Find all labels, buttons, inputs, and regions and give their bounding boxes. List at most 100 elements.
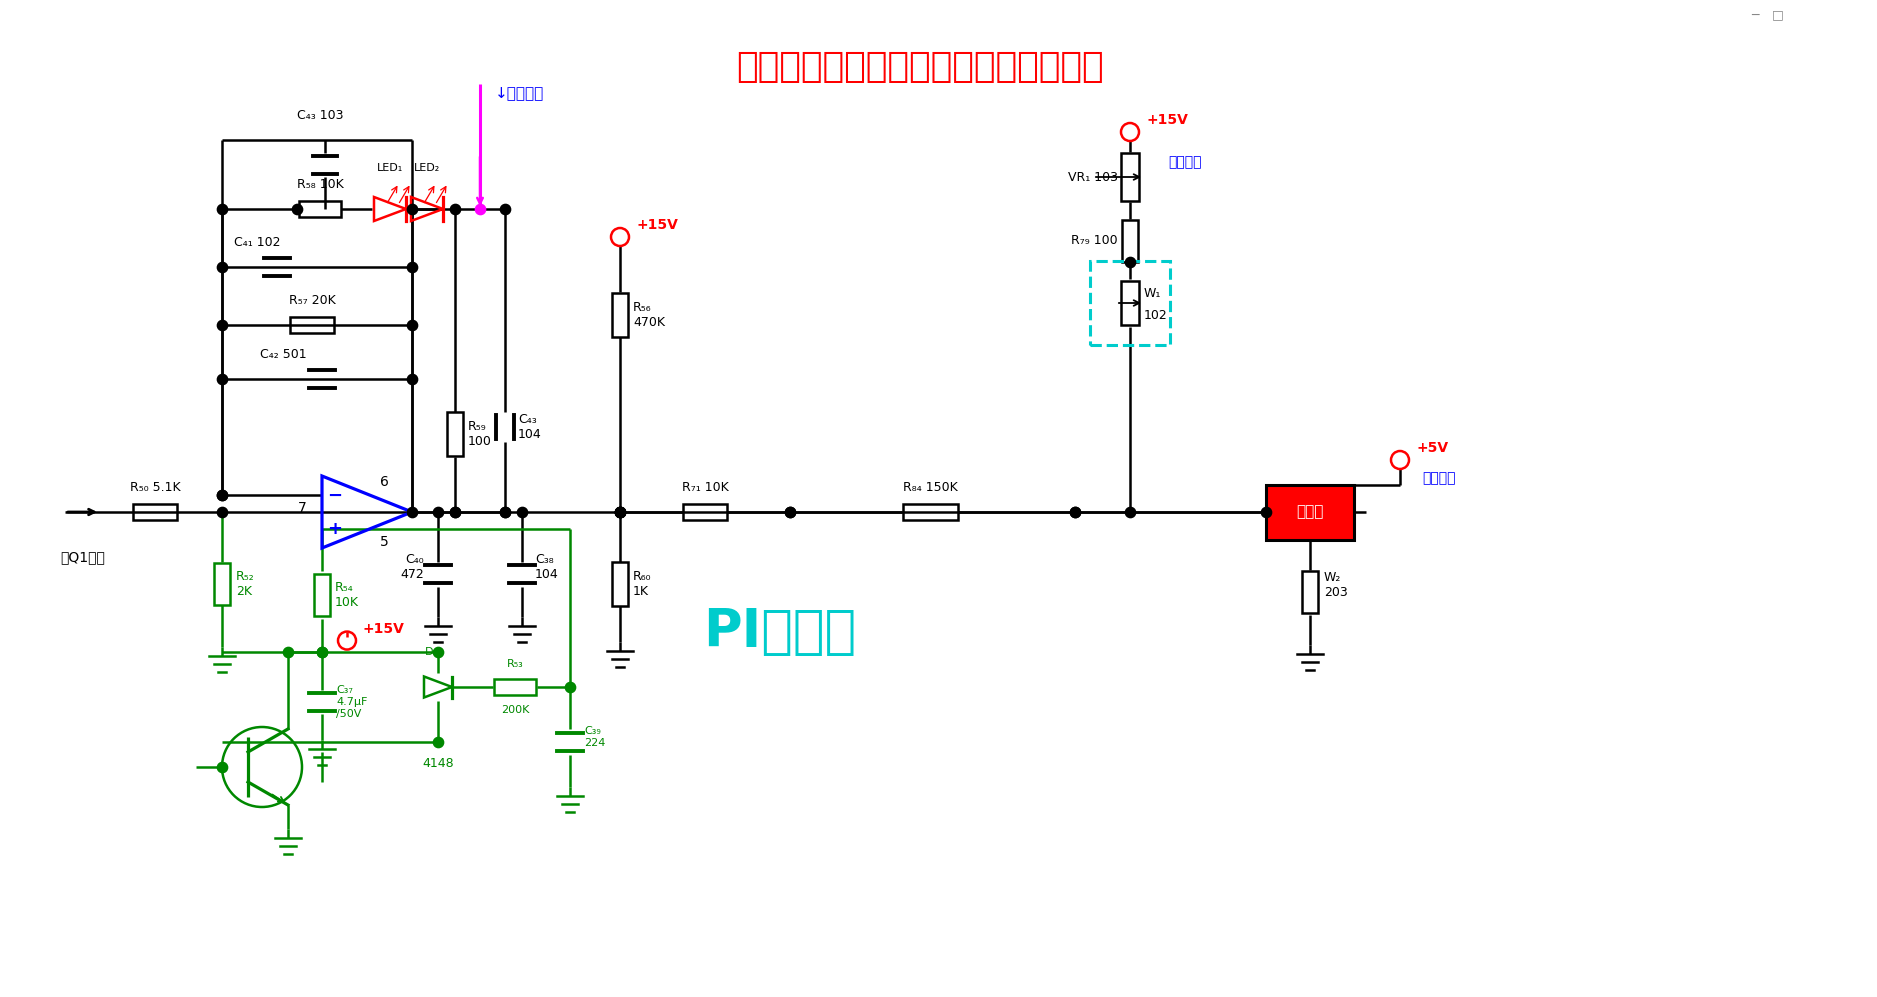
Text: D₁₄: D₁₄	[426, 647, 443, 657]
Text: VR₁ 103: VR₁ 103	[1068, 170, 1119, 183]
Point	[556, 679, 586, 695]
Text: 6: 6	[379, 475, 389, 489]
Bar	[313, 573, 330, 615]
Bar	[298, 201, 342, 217]
Point	[439, 504, 469, 520]
Text: −: −	[327, 487, 343, 504]
Text: R₅₈ 10K: R₅₈ 10K	[297, 178, 343, 191]
Point	[396, 371, 426, 387]
Point	[1250, 504, 1280, 520]
Bar	[291, 317, 334, 333]
Text: R₅₀ 5.1K: R₅₀ 5.1K	[130, 481, 180, 494]
Bar	[612, 293, 629, 337]
Bar	[683, 504, 726, 520]
Point	[1115, 254, 1145, 270]
Text: PI调节器: PI调节器	[704, 606, 856, 658]
Point	[206, 488, 237, 503]
Text: +15V: +15V	[636, 218, 678, 232]
Text: C₃₉
224: C₃₉ 224	[584, 726, 606, 748]
Text: 至Q1基极: 至Q1基极	[60, 550, 105, 564]
Text: 200K: 200K	[501, 705, 529, 715]
Text: W₂
203: W₂ 203	[1323, 570, 1348, 598]
Text: 电流显示: 电流显示	[1423, 471, 1455, 485]
Bar	[494, 679, 537, 695]
Point	[604, 504, 634, 520]
Text: R₈₄ 150K: R₈₄ 150K	[903, 481, 957, 494]
Point	[775, 504, 805, 520]
Point	[206, 504, 237, 520]
Text: C₄₃ 103: C₄₃ 103	[297, 109, 343, 122]
Point	[439, 201, 469, 217]
Point	[206, 201, 237, 217]
Text: +: +	[327, 519, 342, 537]
Point	[396, 504, 426, 520]
Point	[272, 644, 302, 660]
Bar	[214, 563, 231, 605]
Point	[396, 259, 426, 275]
Point	[604, 504, 634, 520]
Text: +5V: +5V	[1415, 441, 1449, 455]
Point	[308, 644, 338, 660]
Text: ↓电流取样: ↓电流取样	[496, 87, 544, 102]
Bar	[1303, 570, 1318, 612]
Bar	[612, 562, 629, 606]
Bar	[447, 412, 464, 456]
Text: C₃₇
4.7μF
/50V: C₃₇ 4.7μF /50V	[336, 685, 368, 719]
Text: 7: 7	[298, 501, 306, 515]
Text: R₅₄
10K: R₅₄ 10K	[334, 580, 359, 608]
Point	[1115, 504, 1145, 520]
Text: 5: 5	[379, 535, 389, 549]
Text: R₅₇ 20K: R₅₇ 20K	[289, 294, 336, 307]
Point	[396, 317, 426, 333]
Point	[439, 504, 469, 520]
Point	[465, 201, 496, 217]
Text: 单板逆变焊机电流控制及过流保护电路: 单板逆变焊机电流控制及过流保护电路	[736, 50, 1104, 84]
Point	[1061, 504, 1091, 520]
Point	[490, 504, 520, 520]
Point	[206, 317, 237, 333]
Point	[206, 759, 237, 775]
Bar	[133, 504, 176, 520]
Text: C₄₃
104: C₄₃ 104	[518, 413, 542, 441]
Text: LED₂: LED₂	[413, 163, 439, 173]
Point	[422, 644, 452, 660]
Bar	[1121, 281, 1139, 325]
FancyBboxPatch shape	[1265, 485, 1353, 539]
Point	[490, 201, 520, 217]
Point	[282, 201, 312, 217]
Point	[507, 504, 537, 520]
Text: C₄₂ 501: C₄₂ 501	[261, 348, 306, 361]
Point	[604, 504, 634, 520]
Text: 102: 102	[1143, 308, 1167, 321]
Bar	[1121, 153, 1139, 201]
Point	[206, 371, 237, 387]
Point	[604, 504, 634, 520]
Text: +15V: +15V	[362, 621, 405, 635]
Text: C₄₁ 102: C₄₁ 102	[235, 236, 280, 249]
Text: R₅₂
2K: R₅₂ 2K	[237, 570, 255, 598]
Point	[490, 504, 520, 520]
Text: LED₁: LED₁	[377, 163, 404, 173]
Bar	[903, 504, 957, 520]
Bar	[1091, 261, 1169, 345]
Text: □: □	[1772, 9, 1783, 22]
Text: R₅₃: R₅₃	[507, 659, 524, 669]
Text: C₃₈
104: C₃₈ 104	[535, 553, 559, 581]
Point	[308, 644, 338, 660]
Point	[206, 488, 237, 503]
Text: W₁: W₁	[1143, 286, 1162, 299]
Text: R₅₆
470K: R₅₆ 470K	[633, 301, 664, 329]
Text: 数显表: 数显表	[1297, 504, 1323, 519]
Text: ─: ─	[1751, 9, 1759, 22]
Text: +15V: +15V	[1147, 113, 1188, 127]
Text: 4148: 4148	[422, 757, 454, 770]
Bar	[1122, 219, 1137, 261]
Text: C₄₀
472: C₄₀ 472	[400, 553, 424, 581]
Point	[396, 201, 426, 217]
Text: R₇₉ 100: R₇₉ 100	[1072, 234, 1119, 247]
Point	[206, 259, 237, 275]
Point	[604, 504, 634, 520]
Text: R₅₉
100: R₅₉ 100	[467, 420, 492, 448]
Text: R₆₀
1K: R₆₀ 1K	[633, 570, 651, 598]
Text: R₇₁ 10K: R₇₁ 10K	[681, 481, 728, 494]
